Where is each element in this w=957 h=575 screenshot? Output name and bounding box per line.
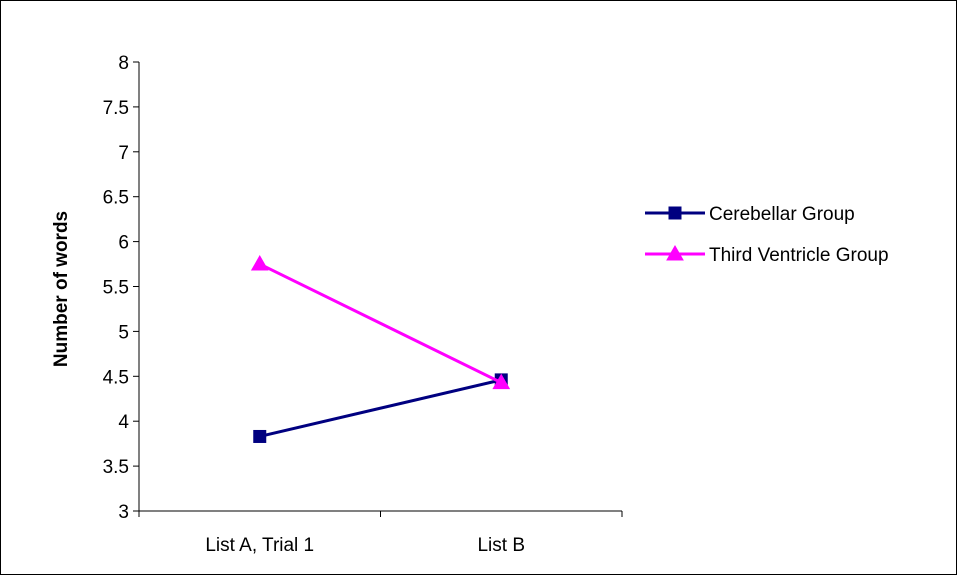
- series-line-cerebellar-group: [259, 378, 502, 438]
- legend-marker-cerebellar-group: [668, 206, 682, 220]
- y-tick-label: 7: [118, 143, 129, 164]
- data-point-third-ventricle-group: [250, 255, 269, 271]
- y-tick-label: 7.5: [103, 98, 129, 119]
- x-tick-label: List A, Trial 1: [205, 535, 314, 556]
- y-axis-title: Number of words: [51, 211, 72, 367]
- y-tick-label: 4.5: [103, 367, 129, 388]
- series-layer: [250, 255, 511, 443]
- y-tick-label: 5: [118, 322, 129, 343]
- y-tick-label: 3: [118, 502, 129, 523]
- y-tick-label: 6.5: [103, 188, 129, 209]
- legend-label-cerebellar-group: Cerebellar Group: [709, 204, 855, 225]
- y-tick-label: 4: [118, 412, 129, 433]
- y-tick-label: 3.5: [103, 457, 129, 478]
- y-axis-ticks: 3 3.5 4 4.5 5 5.5 6 6.5 7 7.5 8: [103, 53, 139, 523]
- axes: [138, 62, 622, 512]
- y-tick-label: 5.5: [103, 278, 129, 299]
- x-axis-ticks: List A, Trial 1 List B: [138, 511, 623, 556]
- data-point-third-ventricle-group: [492, 373, 511, 390]
- legend-label-third-ventricle-group: Third Ventricle Group: [709, 245, 889, 266]
- data-point-cerebellar-group: [253, 429, 267, 443]
- legend-marker-third-ventricle-group: [666, 244, 684, 261]
- legend: Cerebellar Group Third Ventricle Group: [645, 204, 889, 266]
- y-tick-label: 8: [118, 53, 129, 74]
- y-tick-label: 6: [118, 233, 129, 254]
- x-tick-label: List B: [477, 535, 525, 556]
- series-line-third-ventricle-group: [259, 262, 502, 384]
